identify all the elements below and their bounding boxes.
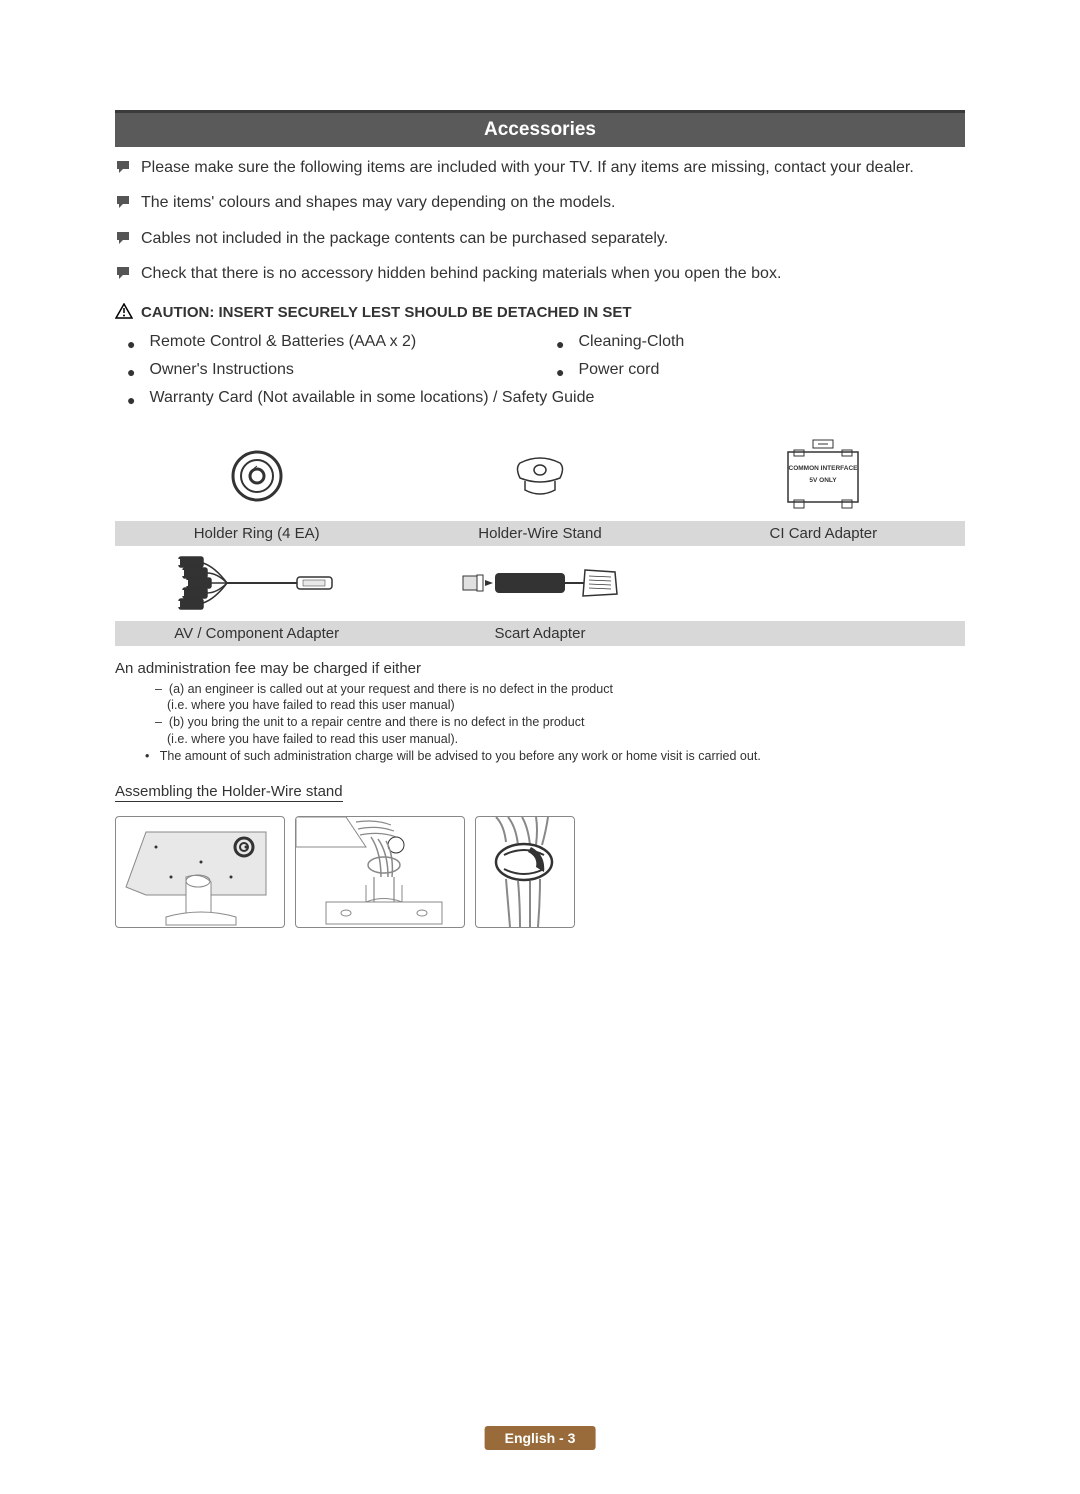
assembling-section: Assembling the Holder-Wire stand [115, 765, 965, 802]
note-icon [115, 265, 133, 288]
scart-adapter-image [398, 546, 681, 621]
bullet-text: Power cord [578, 361, 659, 379]
admin-note: • The amount of such administration char… [145, 748, 965, 765]
accessory-image-row-2 [115, 546, 965, 621]
holder-ring-image [115, 431, 398, 521]
assembly-figure-2 [295, 816, 465, 928]
holder-wire-stand-image [398, 431, 681, 521]
note-text: Check that there is no accessory hidden … [141, 263, 781, 285]
bullet-text: Owner's Instructions [149, 361, 293, 379]
admin-list: – (a) an engineer is called out at your … [145, 681, 965, 765]
admin-sub: (i.e. where you have failed to read this… [167, 697, 965, 714]
note-line: Please make sure the following items are… [115, 157, 965, 182]
bullet-item: ●Remote Control & Batteries (AAA x 2) [127, 333, 536, 355]
bullet-item: ●Power cord [556, 361, 965, 383]
admin-title: An administration fee may be charged if … [115, 660, 965, 677]
section-header: Accessories [115, 110, 965, 147]
bullet-text: Warranty Card (Not available in some loc… [149, 389, 594, 407]
admin-item: – (a) an engineer is called out at your … [155, 681, 965, 698]
bullet-item: ●Warranty Card (Not available in some lo… [127, 389, 965, 411]
accessory-label: Holder-Wire Stand [398, 521, 681, 546]
admin-item: – (b) you bring the unit to a repair cen… [155, 714, 965, 731]
assembly-row [115, 816, 965, 928]
page-footer: English - 3 [485, 1430, 596, 1448]
accessory-image-row: COMMON INTERFACE 5V ONLY [115, 431, 965, 521]
warning-icon [115, 303, 133, 323]
caution-text: CAUTION: INSERT SECURELY LEST SHOULD BE … [141, 304, 632, 321]
accessory-label-row-2: AV / Component Adapter Scart Adapter [115, 621, 965, 646]
caution-line: CAUTION: INSERT SECURELY LEST SHOULD BE … [115, 303, 965, 323]
accessory-label-row: Holder Ring (4 EA) Holder-Wire Stand CI … [115, 521, 965, 546]
note-text: The items' colours and shapes may vary d… [141, 192, 615, 214]
assembling-title: Assembling the Holder-Wire stand [115, 783, 343, 802]
assembly-figure-3 [475, 816, 575, 928]
svg-text:5V ONLY: 5V ONLY [810, 477, 838, 484]
note-text: Cables not included in the package conte… [141, 228, 668, 250]
admin-sub: (i.e. where you have failed to read this… [167, 731, 965, 748]
av-adapter-image [115, 546, 398, 621]
empty-cell [682, 546, 965, 621]
note-icon [115, 194, 133, 217]
page-number-badge: English - 3 [485, 1426, 596, 1450]
accessory-label: CI Card Adapter [682, 521, 965, 546]
bullet-text: Cleaning-Cloth [578, 333, 684, 351]
accessory-label: AV / Component Adapter [115, 621, 398, 646]
note-text: Please make sure the following items are… [141, 157, 914, 179]
bullet-text: Remote Control & Batteries (AAA x 2) [149, 333, 416, 351]
note-icon [115, 159, 133, 182]
assembly-figure-1 [115, 816, 285, 928]
bullet-item: ●Cleaning-Cloth [556, 333, 965, 355]
svg-text:COMMON INTERFACE: COMMON INTERFACE [789, 465, 859, 472]
ci-card-adapter-image: COMMON INTERFACE 5V ONLY [682, 431, 965, 521]
accessory-label: Holder Ring (4 EA) [115, 521, 398, 546]
note-line: Check that there is no accessory hidden … [115, 263, 965, 288]
note-line: The items' colours and shapes may vary d… [115, 192, 965, 217]
bullet-item: ●Owner's Instructions [127, 361, 536, 383]
bullet-grid: ●Remote Control & Batteries (AAA x 2) ●C… [127, 333, 965, 411]
note-line: Cables not included in the package conte… [115, 228, 965, 253]
note-icon [115, 230, 133, 253]
empty-label [682, 621, 965, 646]
accessory-label: Scart Adapter [398, 621, 681, 646]
